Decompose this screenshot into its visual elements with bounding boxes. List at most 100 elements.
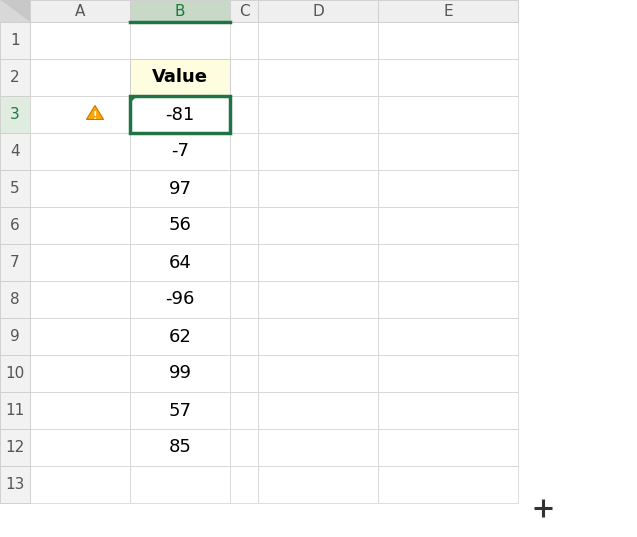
Text: A: A [75,4,85,18]
Bar [130,59,230,96]
Bar [378,59,518,96]
Bar [230,96,258,133]
Text: E: E [443,4,453,18]
Bar [130,207,230,244]
Bar [230,429,258,466]
Bar [130,429,230,466]
Bar [258,244,378,281]
Bar [258,281,378,318]
Bar [130,318,230,355]
Text: 57: 57 [169,402,192,419]
Bar [130,170,230,207]
Bar [378,392,518,429]
Bar [130,392,230,429]
Bar [378,355,518,392]
Bar [230,207,258,244]
Bar [258,133,378,170]
Text: D: D [312,4,324,18]
Bar [0,133,30,170]
Bar [30,22,130,59]
Text: -96: -96 [166,291,195,308]
Text: 62: 62 [169,328,192,345]
Bar [378,281,518,318]
Text: 4: 4 [10,144,20,159]
Bar [30,281,130,318]
Bar [0,318,30,355]
Bar [378,133,518,170]
Bar [30,466,130,503]
Bar [230,318,258,355]
Text: 3: 3 [10,107,20,122]
Text: 9: 9 [10,329,20,344]
Bar [378,318,518,355]
Text: C: C [239,4,249,18]
Bar [230,59,258,96]
Bar [378,244,518,281]
Bar [258,429,378,466]
Bar [378,170,518,207]
Text: 8: 8 [10,292,20,307]
Bar [258,96,378,133]
Bar [30,244,130,281]
Text: 12: 12 [5,440,25,455]
Bar [130,281,230,318]
Text: -81: -81 [166,105,195,124]
Bar [30,355,130,392]
Text: 6: 6 [10,218,20,233]
Text: 99: 99 [169,365,192,382]
Bar [130,96,230,133]
Bar [230,355,258,392]
Bar [130,0,230,22]
Polygon shape [0,0,30,22]
Bar [378,22,518,59]
Bar [230,466,258,503]
Text: 85: 85 [169,439,192,456]
Polygon shape [130,96,137,103]
Bar [0,96,30,133]
Bar [0,22,30,59]
Text: 97: 97 [169,179,192,198]
Bar [0,244,30,281]
Bar [30,318,130,355]
Bar [230,392,258,429]
Bar [130,207,230,244]
Bar [0,355,30,392]
Bar [130,59,230,96]
Bar [258,22,378,59]
Bar [130,244,230,281]
Bar [258,207,378,244]
Bar [230,170,258,207]
Bar [130,355,230,392]
Text: 1: 1 [10,33,20,48]
Bar [0,281,30,318]
Bar [258,318,378,355]
Bar [378,0,518,22]
Bar [30,392,130,429]
Bar [0,429,30,466]
Bar [30,207,130,244]
Bar [130,133,230,170]
Polygon shape [87,105,104,119]
Bar [130,429,230,466]
Bar [258,59,378,96]
Bar [378,96,518,133]
Bar [258,0,378,22]
Text: 56: 56 [169,216,192,235]
Bar [30,429,130,466]
Bar [258,392,378,429]
Bar [258,355,378,392]
Text: 7: 7 [10,255,20,270]
Bar [230,0,258,22]
Bar [0,0,30,22]
Bar [230,22,258,59]
Text: 13: 13 [5,477,25,492]
Bar [0,466,30,503]
Bar [30,59,130,96]
Bar [0,59,30,96]
Text: Value: Value [152,69,208,86]
Bar [130,244,230,281]
Bar [378,466,518,503]
Text: 11: 11 [5,403,25,418]
Bar [130,96,230,133]
Text: !: ! [93,111,97,121]
